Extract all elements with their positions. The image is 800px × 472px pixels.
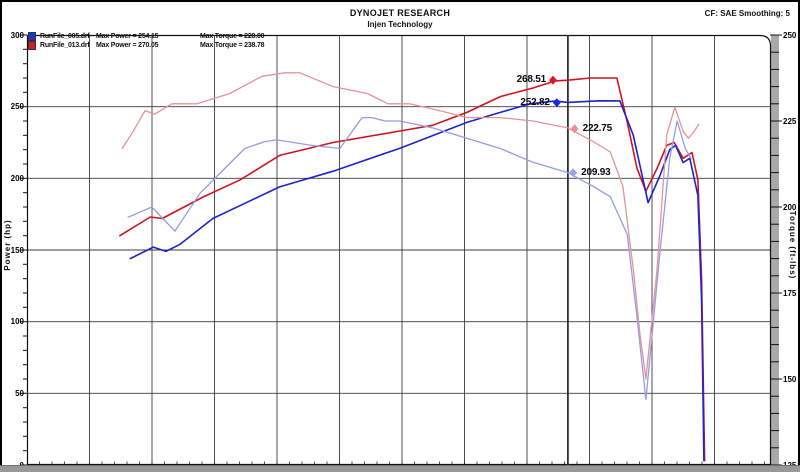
bottom-border-bar — [0, 465, 800, 472]
chart-subtitle: Injen Technology — [367, 20, 433, 29]
run013-color-swatch-icon — [28, 41, 36, 50]
legend-max-torque: Max Torque = 238.78 — [200, 42, 265, 49]
torque-tick-label: 200 — [783, 202, 797, 212]
legend-max-power: Max Power = 270.05 — [96, 42, 159, 49]
cursor-value-label-blue-torque: 209.93 — [581, 166, 611, 178]
cursor-value-label-blue-power: 252.82 — [520, 96, 550, 108]
torque-tick-label: 175 — [783, 288, 797, 298]
torque-tick-label: 150 — [783, 374, 797, 384]
chart-title: DYNOJET RESEARCH — [349, 8, 451, 18]
power-tick-label: 150 — [10, 245, 24, 255]
torque-axis-title: Torque (ft-lbs) — [788, 210, 797, 280]
power-tick-label: 300 — [10, 30, 24, 40]
legend: RunFile_005.drf Max Power = 254.15 Max T… — [28, 32, 265, 50]
plot-area[interactable] — [27, 35, 770, 465]
legend-file-name: RunFile_005.drf — [40, 33, 90, 40]
legend-row-run005[interactable]: RunFile_005.drf Max Power = 254.15 Max T… — [28, 32, 265, 41]
cursor-value-label-red-torque: 222.75 — [582, 122, 613, 134]
legend-row-run013[interactable]: RunFile_013.drf Max Power = 270.05 Max T… — [28, 41, 265, 50]
run005-color-swatch-icon — [28, 32, 36, 41]
power-tick-label: 50 — [15, 388, 24, 398]
power-tick-label: 250 — [10, 102, 24, 112]
legend-max-power: Max Power = 254.15 — [96, 33, 159, 40]
legend-file-name: RunFile_013.drf — [40, 42, 90, 49]
correction-smoothing-label: CF: SAE Smoothing: 5 — [704, 9, 790, 18]
torque-tick-label: 225 — [783, 116, 797, 126]
cursor-value-label-red-power: 268.51 — [516, 74, 547, 86]
power-tick-label: 200 — [10, 173, 24, 183]
legend-max-torque: Max Torque = 228.00 — [200, 33, 265, 40]
power-tick-label: 100 — [10, 317, 24, 327]
torque-tick-label: 250 — [783, 30, 797, 40]
